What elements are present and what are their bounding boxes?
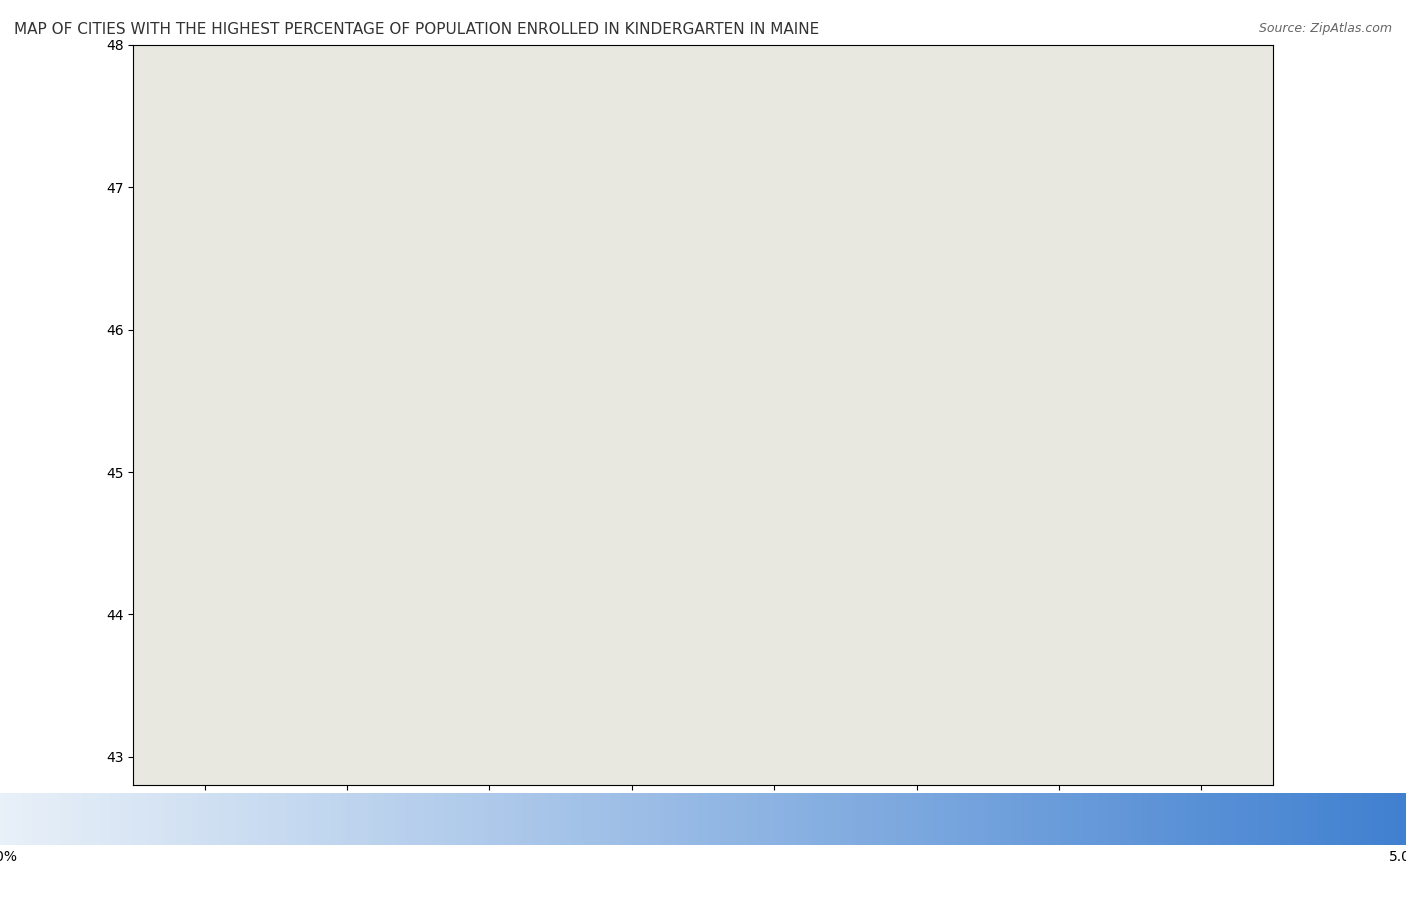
Text: Source: ZipAtlas.com: Source: ZipAtlas.com [1258,22,1392,35]
Text: MAP OF CITIES WITH THE HIGHEST PERCENTAGE OF POPULATION ENROLLED IN KINDERGARTEN: MAP OF CITIES WITH THE HIGHEST PERCENTAG… [14,22,820,38]
